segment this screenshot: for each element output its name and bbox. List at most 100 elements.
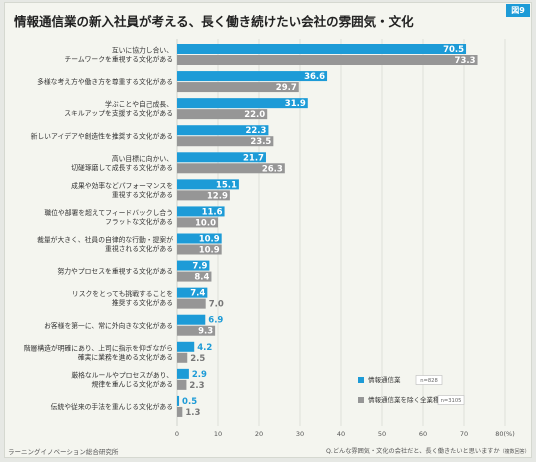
- bar-series2: [177, 109, 268, 120]
- figure-number-badge: 図9: [506, 4, 530, 17]
- bar-series1: [177, 179, 239, 190]
- category-label: 重視される文化がある: [105, 244, 173, 253]
- data-label-series2: 10.9: [199, 246, 220, 256]
- x-tick-label: 10: [214, 430, 222, 438]
- data-label-series2: 7.0: [209, 300, 224, 310]
- category-label: 互いに協力し合い、: [112, 46, 173, 55]
- bar-series1: [177, 395, 180, 406]
- x-tick-label: 20: [255, 430, 263, 438]
- data-label-series1: 11.6: [202, 207, 223, 217]
- data-label-series1: 31.9: [285, 99, 306, 109]
- data-label-series2: 29.7: [276, 83, 297, 93]
- bar-series2: [177, 190, 230, 201]
- data-label-series2: 22.0: [244, 110, 265, 120]
- data-label-series1: 0.5: [182, 397, 197, 407]
- data-label-series1: 70.5: [443, 45, 464, 55]
- data-label-series1: 7.9: [192, 262, 207, 272]
- bar-series1: [177, 314, 206, 325]
- category-label: 成果や効率などパフォーマンスを: [71, 181, 173, 190]
- data-label-series1: 36.6: [304, 72, 325, 82]
- category-label: 学ぶことや自己成長、: [105, 100, 173, 109]
- bar-series1: [177, 125, 269, 136]
- bar-series1: [177, 233, 222, 244]
- category-label: 職位や部署を超えてフィードバックし合う: [44, 208, 173, 217]
- category-label: 裁量が大きく、社員の自律的な行動・提案が: [37, 235, 173, 244]
- category-label: リスクをとっても挑戦することを: [72, 289, 173, 298]
- category-label: 階層構造が明確にあり、上司に指示を仰ぎながら: [24, 343, 173, 352]
- x-tick-label: 50: [378, 430, 386, 438]
- data-label-series1: 7.4: [190, 289, 205, 299]
- data-label-series1: 6.9: [208, 316, 223, 326]
- data-label-series1: 2.9: [192, 370, 207, 380]
- chart-title: 情報通信業の新入社員が考える、長く働き続けたい会社の雰囲気・文化: [14, 14, 414, 29]
- bar-series2: [177, 352, 188, 363]
- x-tick-label: 80(%): [495, 430, 515, 438]
- category-label: フラットな文化がある: [105, 217, 173, 226]
- bar-series1: [177, 368, 189, 379]
- data-label-series1: 21.7: [243, 153, 264, 163]
- survey-question: Q.どんな雰囲気・文化の会社だと、長く働きたいと思いますか（複数回答）: [326, 446, 530, 455]
- category-label: 重視する文化がある: [112, 190, 173, 199]
- category-label: お客様を第一に、常に外向きな文化がある: [44, 321, 173, 330]
- legend-label: 情報通信業: [368, 375, 401, 384]
- x-tick-label: 70: [460, 430, 468, 438]
- legend-n-box: [415, 375, 443, 385]
- legend-n-label: n=3105: [441, 398, 462, 404]
- category-label: 規律を重んじる文化がある: [91, 379, 173, 388]
- category-label: 切磋琢磨して成長する文化がある: [71, 163, 173, 172]
- data-label-series2: 8.4: [194, 273, 209, 283]
- bar-series1: [177, 260, 210, 271]
- bar-series2: [177, 136, 274, 147]
- bar-series1: [177, 98, 308, 109]
- data-label-series2: 2.3: [189, 381, 204, 391]
- category-label: 努力やプロセスを重視する文化がある: [57, 267, 173, 276]
- category-label: 確実に業務を進める文化がある: [78, 352, 173, 361]
- bar-series2: [177, 55, 478, 65]
- legend-n-label: n=828: [420, 378, 438, 384]
- bar-series2: [177, 406, 183, 417]
- category-label: 推奨する文化がある: [112, 298, 173, 307]
- category-label: 高い目標に向かい、: [112, 154, 173, 163]
- data-label-series1: 4.2: [197, 343, 212, 353]
- bar-series2: [177, 379, 187, 390]
- bar-series2: [177, 82, 299, 93]
- legend-swatch: [358, 377, 364, 383]
- x-tick-label: 60: [419, 430, 427, 438]
- bar-series1: [177, 71, 328, 82]
- data-label-series2: 23.5: [250, 137, 271, 147]
- bar-series2: [177, 271, 212, 282]
- bar-series1: [177, 287, 208, 298]
- data-label-series2: 10.0: [195, 218, 216, 228]
- data-label-series2: 12.9: [207, 191, 228, 201]
- data-label-series2: 73.3: [455, 56, 476, 66]
- legend-n-box: [437, 395, 465, 405]
- data-label-series2: 26.3: [262, 164, 283, 174]
- survey-question-note: （複数回答）: [499, 449, 530, 455]
- data-label-series1: 10.9: [199, 235, 220, 245]
- data-label-series2: 1.3: [185, 408, 200, 418]
- source-credit: ラーニングイノベーション総合研究所: [8, 448, 119, 456]
- bar-series2: [177, 244, 222, 255]
- survey-question-text: Q.どんな雰囲気・文化の会社だと、長く働きたいと思いますか: [326, 448, 500, 455]
- bar-series1: [177, 206, 225, 217]
- legend-swatch: [358, 397, 364, 403]
- x-tick-label: 30: [296, 430, 304, 438]
- bar-series2: [177, 163, 285, 174]
- bar-series2: [177, 325, 216, 336]
- bar-series2: [177, 217, 218, 228]
- category-label: 厳格なルールやプロセスがあり、: [71, 370, 173, 379]
- data-label-series1: 15.1: [216, 180, 237, 190]
- x-tick-label: 40: [337, 430, 345, 438]
- bar-series1: [177, 152, 266, 163]
- legend-label: 情報通信業を除く全業種: [368, 395, 440, 404]
- category-label: 多様な考え方や働き方を尊重する文化がある: [37, 77, 173, 86]
- data-label-series1: 22.3: [245, 126, 266, 136]
- category-label: スキルアップを支援する文化がある: [64, 109, 173, 118]
- category-label: 伝統や従来の手法を重んじる文化がある: [51, 402, 173, 411]
- bar-series1: [177, 44, 467, 54]
- bar-series2: [177, 298, 206, 309]
- bar-series1: [177, 341, 195, 352]
- data-label-series2: 2.5: [190, 354, 205, 364]
- x-tick-label: 0: [175, 430, 179, 438]
